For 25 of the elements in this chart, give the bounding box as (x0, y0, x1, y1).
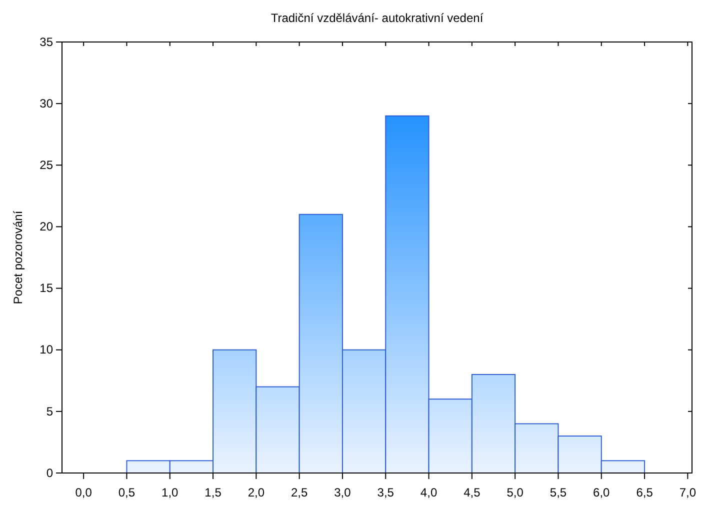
x-tick-label: 1,5 (204, 485, 222, 500)
y-tick-label: 0 (46, 466, 54, 480)
x-tick-label: 6,5 (636, 485, 654, 500)
y-tick-label: 35 (40, 34, 54, 49)
x-tick-label: 0,0 (75, 485, 92, 500)
chart-title: Tradiční vzdělávání- autokrativní vedení (270, 11, 484, 25)
x-tick-label: 5,0 (506, 485, 524, 500)
x-tick-label: 1,0 (162, 485, 179, 500)
x-tick-label: 2,0 (248, 485, 265, 500)
y-tick-label: 25 (40, 158, 54, 172)
x-tick-label: 0,5 (118, 485, 136, 500)
y-axis-title: Pocet pozorování (11, 210, 25, 304)
y-tick-label: 5 (46, 404, 54, 418)
x-tick-label: 4,5 (464, 485, 481, 500)
x-tick-label: 5,5 (550, 485, 567, 500)
x-tick-label: 3,5 (377, 485, 394, 500)
x-tick-label: 4,0 (420, 485, 438, 500)
y-tick-label: 30 (40, 96, 54, 110)
y-tick-label: 20 (40, 220, 54, 234)
x-tick-label: 6,0 (593, 485, 610, 500)
x-tick-label: 7,0 (679, 485, 696, 500)
y-tick-label: 15 (40, 281, 54, 296)
y-tick-label: 10 (40, 342, 54, 357)
x-tick-label: 3,0 (334, 485, 352, 500)
x-tick-label: 2,5 (290, 485, 308, 500)
